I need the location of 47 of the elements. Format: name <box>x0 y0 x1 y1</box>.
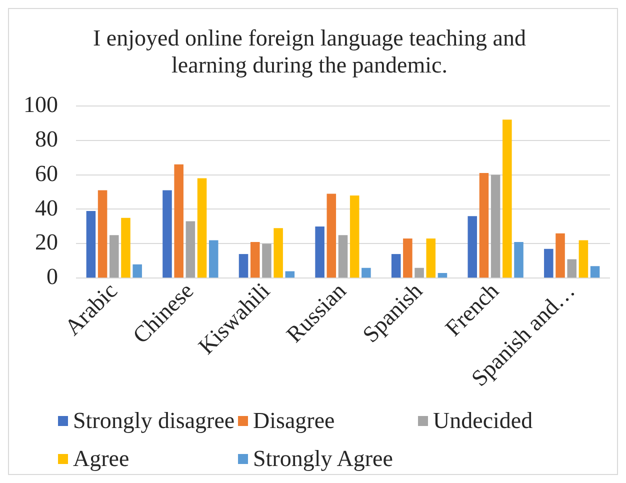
bar <box>262 244 272 278</box>
bar <box>590 266 600 278</box>
legend-label: Undecided <box>433 408 533 434</box>
bar <box>110 235 119 278</box>
bar <box>162 190 172 278</box>
legend-label: Strongly disagree <box>73 408 235 434</box>
bar <box>174 164 184 278</box>
legend-label: Agree <box>73 446 130 472</box>
y-tick-label: 100 <box>24 92 58 117</box>
chart-title: I enjoyed online foreign language teaching and learning during the pandemic. <box>92 26 526 78</box>
bar <box>468 216 478 278</box>
bar <box>350 195 360 278</box>
bar <box>414 268 424 278</box>
bar <box>250 242 260 278</box>
bar <box>197 178 207 278</box>
bar <box>438 272 448 278</box>
bar <box>238 254 248 278</box>
bar <box>208 240 218 278</box>
bar <box>391 254 401 278</box>
bar <box>403 238 412 278</box>
y-tick-label: 80 <box>35 126 58 152</box>
bar <box>567 259 576 278</box>
bar <box>479 173 489 278</box>
bar <box>556 233 565 278</box>
y-tick-label: 60 <box>35 160 58 186</box>
bar <box>315 226 324 278</box>
bar <box>514 242 524 278</box>
bar <box>274 228 283 278</box>
bar <box>86 210 96 278</box>
bar <box>98 190 108 278</box>
bar <box>285 271 295 278</box>
y-tick-label: 20 <box>35 230 58 255</box>
bar <box>326 194 336 278</box>
legend-label: Disagree <box>253 408 335 434</box>
bar <box>490 174 500 278</box>
legend-label: Strongly Agree <box>253 446 393 472</box>
bar <box>338 235 348 278</box>
bar <box>426 238 436 278</box>
bar <box>362 268 371 278</box>
y-tick-label: 40 <box>35 195 58 220</box>
y-tick-label: 0 <box>46 264 58 290</box>
bar <box>544 248 554 278</box>
bar <box>578 240 588 278</box>
bar <box>186 221 196 278</box>
bar <box>502 120 512 278</box>
bar <box>132 264 142 278</box>
bar <box>121 218 130 278</box>
